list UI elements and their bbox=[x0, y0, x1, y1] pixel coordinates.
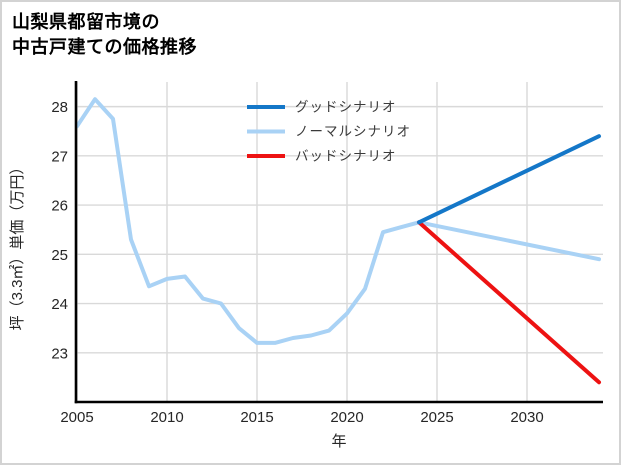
x-tick-label: 2005 bbox=[60, 409, 93, 426]
grid-layer bbox=[76, 82, 603, 402]
y-tick-label: 24 bbox=[51, 296, 68, 313]
y-tick-label: 25 bbox=[51, 247, 68, 264]
chart-title: 山梨県都留市境の 中古戸建ての価格推移 bbox=[12, 10, 197, 60]
legend-label: グッドシナリオ bbox=[295, 100, 397, 115]
x-tick-label: 2020 bbox=[330, 409, 363, 426]
legend-item: ノーマルシナリオ bbox=[247, 124, 411, 139]
legend-item: バッドシナリオ bbox=[247, 149, 397, 164]
legend-label: バッドシナリオ bbox=[295, 149, 397, 164]
x-tick-label: 2010 bbox=[150, 409, 183, 426]
y-tick-label: 27 bbox=[51, 148, 68, 165]
bad-scenario-line bbox=[417, 220, 601, 385]
y-tick-label: 28 bbox=[51, 99, 68, 116]
axes-layer bbox=[74, 81, 603, 404]
y-axis-label: 坪（3.3㎡）単価（万円） bbox=[9, 160, 26, 331]
normal-scenario-line bbox=[75, 97, 601, 345]
good-scenario-line bbox=[417, 134, 601, 225]
ticks-layer: 2005 2010 2015 2020 2025 2030 23 24 25 26 27 28 bbox=[51, 99, 543, 426]
x-axis-label: 年 bbox=[331, 433, 346, 450]
chart-title-line-1: 山梨県都留市境の bbox=[12, 12, 160, 32]
x-tick-label: 2015 bbox=[240, 409, 273, 426]
legend-item: グッドシナリオ bbox=[247, 100, 397, 115]
y-tick-label: 26 bbox=[51, 198, 68, 215]
legend-label: ノーマルシナリオ bbox=[295, 124, 411, 139]
y-tick-label: 23 bbox=[51, 345, 68, 362]
x-tick-label: 2025 bbox=[420, 409, 453, 426]
series-layer bbox=[75, 97, 601, 385]
x-tick-label: 2030 bbox=[510, 409, 543, 426]
chart-title-line-2: 中古戸建ての価格推移 bbox=[12, 37, 197, 58]
